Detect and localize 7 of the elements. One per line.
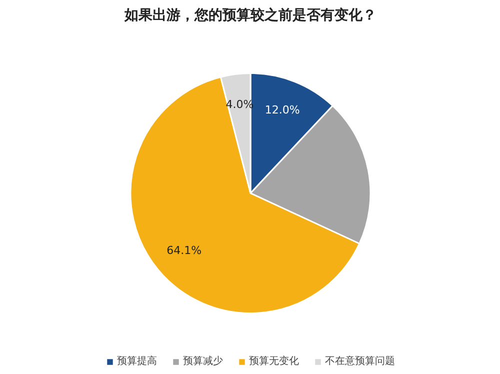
legend-label: 预算无变化 [249, 354, 299, 368]
legend-label: 预算提高 [117, 354, 157, 368]
data-label: 64.1% [166, 244, 202, 257]
legend-label: 预算减少 [183, 354, 223, 368]
legend-label: 不在意预算问题 [325, 354, 395, 368]
chart-title: 如果出游，您的预算较之前是否有变化？ [124, 6, 376, 24]
data-label: 12.0% [264, 103, 300, 116]
